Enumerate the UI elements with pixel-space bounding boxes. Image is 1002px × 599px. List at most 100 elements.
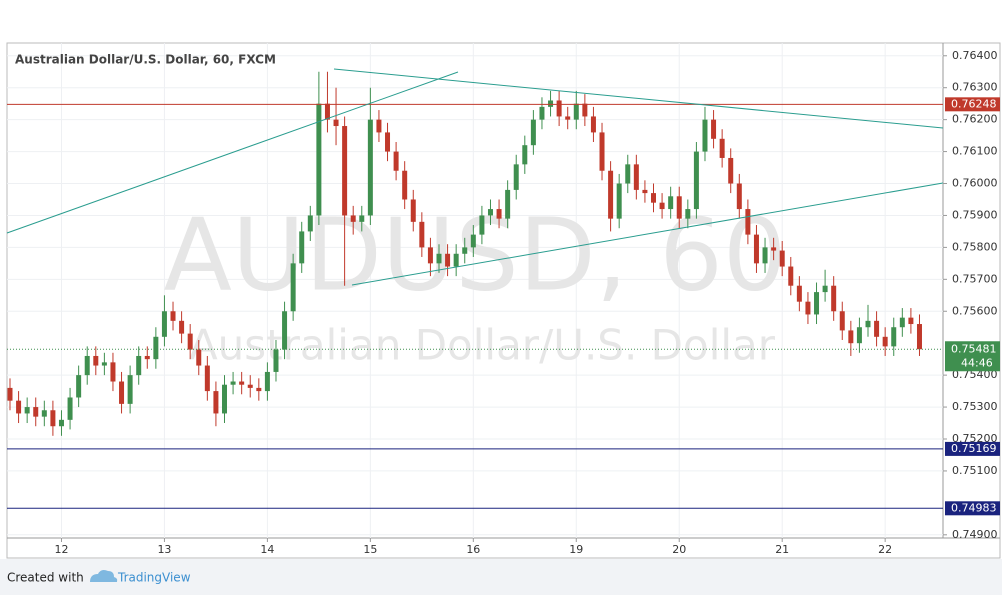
level-marker bbox=[945, 97, 1000, 112]
candle-body bbox=[127, 375, 133, 404]
candle-body bbox=[771, 247, 777, 251]
level-label: 0.74983 bbox=[951, 501, 997, 514]
y-tick-label: 0.76000 bbox=[952, 177, 998, 190]
y-tick-label: 0.76400 bbox=[952, 49, 998, 62]
logo-icon bbox=[90, 570, 118, 582]
x-tick-label: 12 bbox=[54, 543, 68, 556]
candle-body bbox=[685, 209, 691, 219]
candle-body bbox=[470, 234, 476, 248]
y-tick-label: 0.75900 bbox=[952, 208, 998, 221]
x-tick-label: 13 bbox=[157, 543, 171, 556]
candle-body bbox=[505, 189, 511, 219]
candle-body bbox=[213, 391, 219, 414]
trend-lines bbox=[6, 68, 944, 286]
candle-body bbox=[916, 324, 922, 350]
candle-body bbox=[573, 103, 579, 120]
candle-body bbox=[702, 119, 708, 152]
grid bbox=[7, 43, 943, 538]
candle-body bbox=[101, 362, 107, 366]
level-marker bbox=[945, 501, 1000, 516]
candle-body bbox=[565, 116, 571, 120]
candle-body bbox=[33, 407, 39, 417]
candle-body bbox=[693, 151, 699, 210]
candle-body bbox=[814, 292, 820, 315]
y-tick-label: 0.75700 bbox=[952, 272, 998, 285]
level-label: 0.76248 bbox=[951, 97, 997, 110]
watermark: AUDUSD, 60 bbox=[163, 196, 786, 313]
level-label: 0.75169 bbox=[951, 442, 997, 455]
candle-body bbox=[788, 266, 794, 286]
candle-body bbox=[676, 196, 682, 219]
x-tick-label: 21 bbox=[775, 543, 789, 556]
candle-body bbox=[196, 349, 202, 366]
candle-body bbox=[668, 196, 674, 210]
candle-body bbox=[831, 285, 837, 312]
candle-body bbox=[222, 384, 227, 414]
trend-line bbox=[351, 182, 944, 286]
candle-body bbox=[745, 209, 751, 235]
x-tick-label: 19 bbox=[569, 543, 583, 556]
candle-body bbox=[367, 119, 373, 216]
candle-body bbox=[161, 311, 167, 337]
x-tick-label: 20 bbox=[672, 543, 686, 556]
candle-body bbox=[633, 164, 639, 190]
candle-body bbox=[522, 145, 528, 165]
candle-body bbox=[728, 157, 734, 184]
candle-body bbox=[342, 126, 348, 216]
y-tick-label: 0.76100 bbox=[952, 145, 998, 158]
candle-body bbox=[556, 100, 562, 117]
candle-body bbox=[599, 132, 605, 171]
candle-body bbox=[299, 231, 305, 264]
candle-body bbox=[316, 103, 322, 216]
footer-brand[interactable]: TradingView bbox=[117, 571, 191, 585]
candle-body bbox=[402, 170, 408, 200]
candle-body bbox=[282, 311, 288, 350]
axis: 0.76400 0.76300 0.76200 0.76100 0.76000 0.759… bbox=[54, 49, 1000, 556]
candle-body bbox=[651, 193, 656, 203]
countdown: 44:46 bbox=[961, 356, 993, 369]
candle-body bbox=[179, 320, 185, 334]
plot bbox=[7, 71, 943, 509]
y-tick-label: 0.75200 bbox=[952, 432, 998, 445]
candle-body bbox=[247, 384, 253, 388]
candle-body bbox=[84, 355, 90, 376]
candle-body bbox=[856, 327, 862, 344]
candle-body bbox=[582, 103, 588, 117]
candle-body bbox=[496, 209, 502, 219]
candle-body bbox=[93, 355, 99, 366]
candle-body bbox=[848, 330, 854, 344]
candle-body bbox=[273, 349, 279, 372]
candle-body bbox=[290, 263, 296, 312]
candle-body bbox=[436, 253, 442, 264]
candle-body bbox=[908, 317, 914, 325]
candle-body bbox=[736, 183, 742, 210]
candle-body bbox=[891, 327, 897, 347]
candle-body bbox=[24, 407, 30, 414]
candle-body bbox=[753, 234, 759, 264]
candle-body bbox=[822, 285, 828, 293]
candle-body bbox=[839, 311, 845, 331]
candle-body bbox=[487, 209, 493, 216]
candle-body bbox=[762, 247, 768, 264]
candle-body bbox=[453, 253, 459, 267]
candle-body bbox=[659, 202, 665, 210]
candle-body bbox=[230, 381, 236, 385]
level-marker bbox=[945, 441, 1000, 456]
candle-body bbox=[204, 365, 210, 392]
candle-body bbox=[711, 119, 717, 139]
candle-body bbox=[805, 301, 811, 315]
trend-line bbox=[333, 68, 944, 129]
chart-title: Australian Dollar/U.S. Dollar, 60, FXCM bbox=[15, 53, 276, 67]
candle-body bbox=[119, 381, 125, 404]
candle-body bbox=[796, 285, 802, 302]
footer-text: Created with bbox=[7, 571, 84, 585]
candle-body bbox=[719, 138, 725, 158]
candle-body bbox=[76, 375, 82, 398]
candle-body bbox=[779, 250, 785, 267]
candle-body bbox=[239, 381, 245, 385]
y-tick-label: 0.76200 bbox=[952, 113, 998, 126]
x-tick-label: 15 bbox=[363, 543, 377, 556]
candle-body bbox=[462, 247, 468, 254]
y-tick-label: 0.76300 bbox=[952, 81, 998, 94]
frame bbox=[6, 42, 1001, 559]
